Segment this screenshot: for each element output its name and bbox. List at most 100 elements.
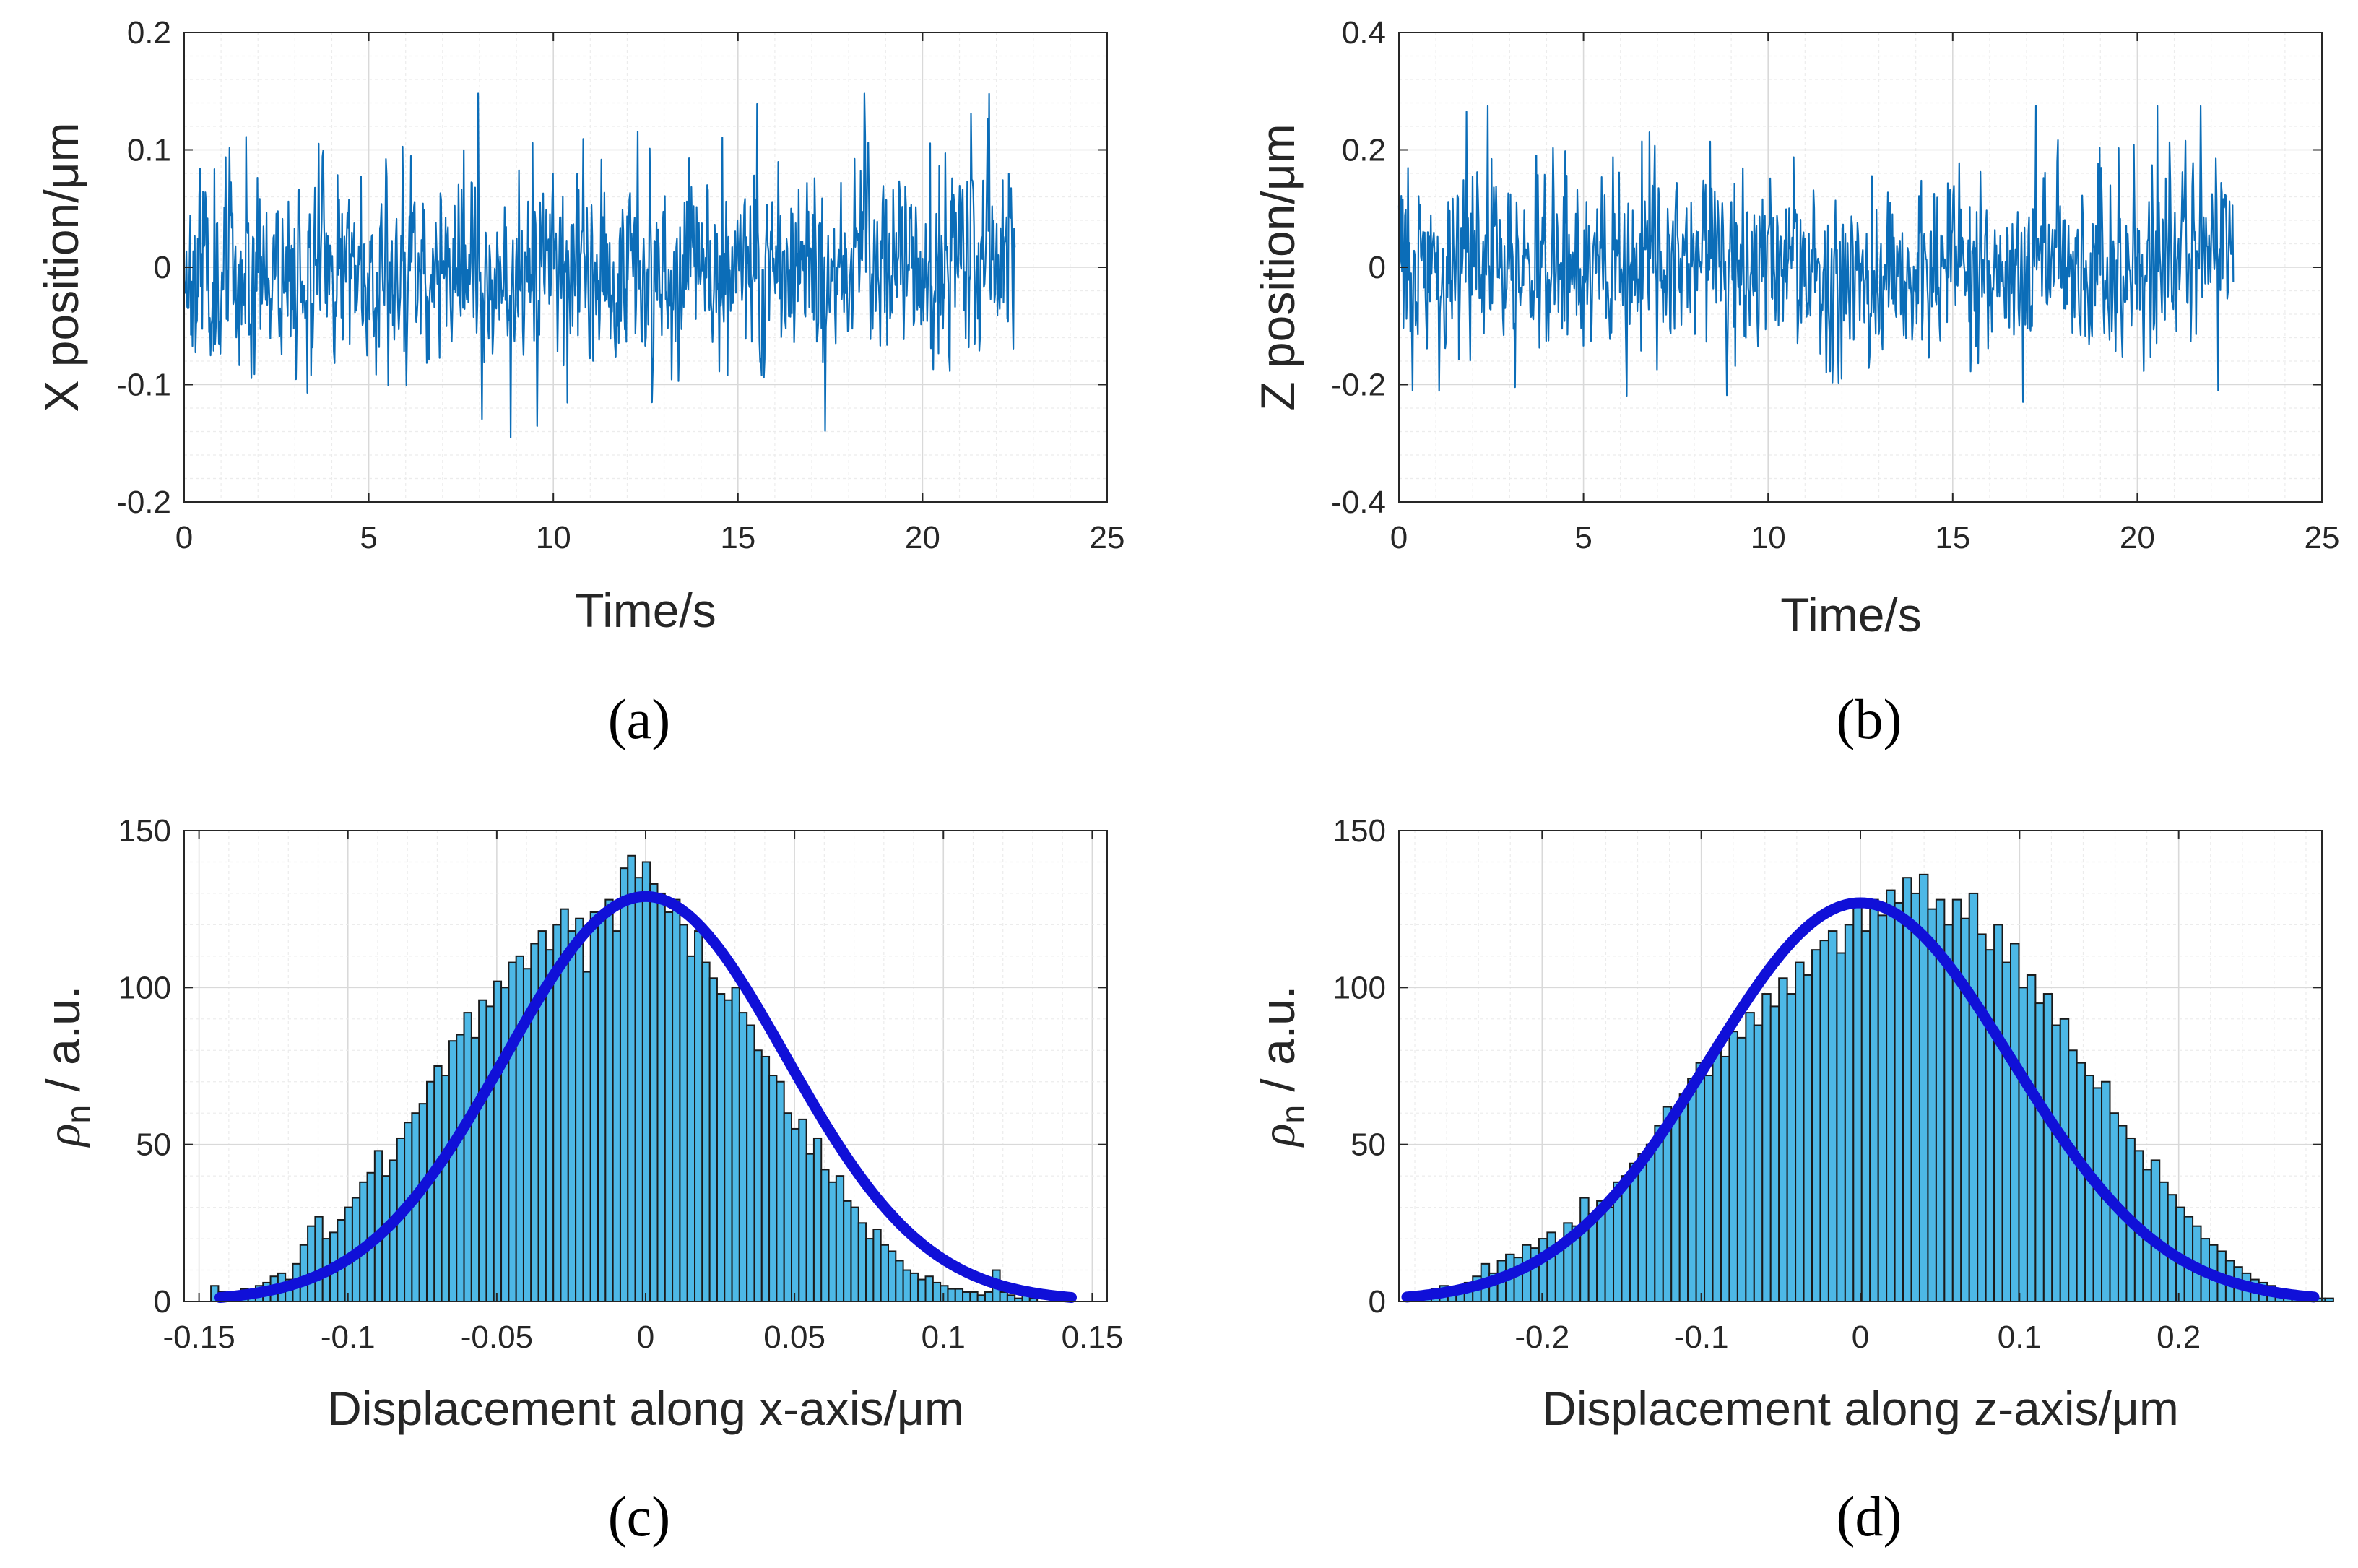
histogram-bar xyxy=(2001,961,2012,1303)
histogram-bar xyxy=(664,911,674,1302)
histogram-bar xyxy=(812,1137,823,1303)
histogram-bar xyxy=(820,1169,830,1302)
y-tick-label: 50 xyxy=(136,1127,171,1163)
histogram-bar xyxy=(2324,1297,2334,1302)
histogram-bar xyxy=(1943,924,1954,1302)
histogram-bar xyxy=(597,914,607,1302)
histogram-bar xyxy=(679,924,688,1302)
y-tick-label: -0.2 xyxy=(116,485,171,520)
x-tick-label: 0 xyxy=(637,1320,654,1355)
histogram-bar xyxy=(917,1278,927,1303)
histogram-bar xyxy=(612,930,621,1303)
histogram-bar xyxy=(2068,1049,2078,1303)
histogram-bar xyxy=(1579,1197,1590,1303)
histogram-bar xyxy=(433,1065,443,1302)
histogram-bar xyxy=(768,1075,778,1303)
histogram-bar xyxy=(962,1291,971,1302)
histogram-bar xyxy=(619,867,629,1303)
histogram-bar xyxy=(716,993,726,1302)
panel-d-letter: (d) xyxy=(1837,1485,1902,1548)
x-tick-label: 10 xyxy=(1751,520,1786,555)
panel-a-series xyxy=(183,92,1016,439)
histogram-bar xyxy=(798,1118,807,1302)
histogram-bar xyxy=(924,1275,934,1303)
histogram-bar xyxy=(746,1024,755,1302)
histogram-bar xyxy=(604,898,614,1303)
histogram-bar xyxy=(299,1244,309,1303)
histogram-bar xyxy=(724,999,733,1302)
histogram-bar xyxy=(314,1216,324,1303)
panel-d-axes-box xyxy=(1398,830,2323,1302)
y-tick-label: 0 xyxy=(154,250,171,285)
x-tick-label: 0.05 xyxy=(763,1320,825,1355)
histogram-bar xyxy=(478,999,487,1302)
histogram-bar xyxy=(1886,889,1896,1302)
histogram-bar xyxy=(1687,1078,1697,1303)
panel-c-ylabel: ρn / a.u. xyxy=(36,986,97,1148)
panel-d-xlabel: Displacement along z-axis/μm xyxy=(1542,1382,2179,1435)
histogram-bar xyxy=(976,1294,986,1302)
x-tick-label: 15 xyxy=(720,520,755,555)
histogram-bar xyxy=(2051,1024,2061,1302)
histogram-bar xyxy=(708,977,718,1302)
histogram-bar xyxy=(1819,940,1829,1302)
x-tick-label: 5 xyxy=(360,520,377,555)
histogram-bar xyxy=(641,861,651,1302)
histogram-bar xyxy=(441,1075,450,1303)
y-tick-label: -0.2 xyxy=(1331,368,1386,403)
x-tick-label: -0.05 xyxy=(461,1320,533,1355)
histogram-bar xyxy=(1654,1125,1664,1302)
histogram-bar xyxy=(508,961,517,1303)
x-tick-label: -0.1 xyxy=(1674,1320,1729,1355)
histogram-bar xyxy=(463,1012,472,1303)
panel-b-letter: (b) xyxy=(1837,688,1902,750)
x-tick-label: -0.15 xyxy=(162,1320,235,1355)
x-tick-label: 20 xyxy=(2120,520,2155,555)
histogram-bar xyxy=(857,1222,867,1303)
histogram-bar xyxy=(1678,1093,1689,1302)
histogram-bar xyxy=(1803,974,1813,1302)
x-tick-label: 5 xyxy=(1574,520,1592,555)
histogram-bar xyxy=(1006,1294,1016,1302)
series-line-a xyxy=(183,92,1016,439)
y-tick-label: 0.1 xyxy=(127,133,171,168)
panel-a-axes-box xyxy=(183,32,1108,503)
panel-b-axes-box xyxy=(1398,32,2323,503)
histogram-bar xyxy=(887,1250,897,1303)
histogram-bar xyxy=(1968,892,1979,1302)
histogram-bar xyxy=(500,987,510,1303)
histogram-bar xyxy=(895,1260,904,1302)
panel-a-xlabel: Time/s xyxy=(575,584,716,637)
histogram-bar xyxy=(1894,901,1904,1303)
x-tick-label: 0 xyxy=(1852,1320,1869,1355)
histogram-bar xyxy=(940,1285,949,1303)
y-tick-label: 100 xyxy=(118,970,171,1005)
histogram-bar xyxy=(1869,898,1879,1303)
histogram-bar xyxy=(1852,905,1863,1302)
histogram-bar xyxy=(1811,949,1821,1302)
histogram-bar xyxy=(1910,892,1920,1302)
y-tick-label: -0.4 xyxy=(1331,485,1386,520)
histogram-bar xyxy=(686,955,696,1303)
histogram-bar xyxy=(589,911,599,1302)
histogram-bar xyxy=(947,1288,956,1302)
panel-b-z-position-trace: 0 5 10 15 20 25 -0.4 -0.2 0 0.2 0.4 Time/s Z posit… xyxy=(1251,15,2339,750)
histogram-bar xyxy=(1877,914,1888,1302)
panel-c-ticks: -0.15 -0.1 -0.05 0 0.05 0.1 0.15 0 50 100 150 xyxy=(118,813,1124,1355)
histogram-bar xyxy=(872,1229,882,1302)
histogram-bar xyxy=(984,1291,994,1302)
histogram-bar xyxy=(649,883,659,1302)
histogram-bar xyxy=(1993,924,2003,1302)
histogram-bar xyxy=(1951,898,1962,1303)
x-tick-label: 0.1 xyxy=(922,1320,966,1355)
histogram-bar xyxy=(1695,1062,1706,1302)
panel-c-letter: (c) xyxy=(608,1485,671,1548)
histogram-bar xyxy=(1786,993,1797,1302)
histogram-bar xyxy=(1704,1075,1714,1303)
panel-c-x-histogram: -0.15 -0.1 -0.05 0 0.05 0.1 0.15 0 50 100 150 Disp… xyxy=(36,813,1123,1548)
svg-text:ρn / a.u.: ρn / a.u. xyxy=(1251,986,1312,1148)
histogram-bar xyxy=(425,1080,435,1302)
panel-b-ylabel: Z position/μm xyxy=(1251,124,1304,410)
histogram-bar xyxy=(2034,1002,2045,1302)
histogram-bar xyxy=(2150,1159,2161,1303)
